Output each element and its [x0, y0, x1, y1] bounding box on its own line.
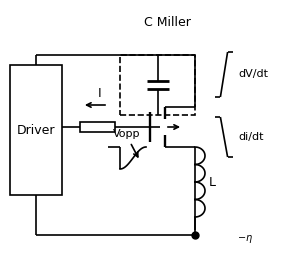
Text: I: I: [98, 87, 102, 100]
Text: C Miller: C Miller: [144, 15, 191, 29]
Text: Vopp: Vopp: [113, 129, 140, 139]
Bar: [10, 65, 62, 195]
Text: Driver: Driver: [17, 124, 55, 136]
Text: dV/dt: dV/dt: [238, 69, 268, 79]
Bar: [80, 122, 115, 132]
Text: $-\eta$: $-\eta$: [237, 233, 253, 245]
Bar: [120, 55, 195, 115]
Text: di/dt: di/dt: [238, 132, 263, 142]
Text: L: L: [209, 176, 216, 188]
